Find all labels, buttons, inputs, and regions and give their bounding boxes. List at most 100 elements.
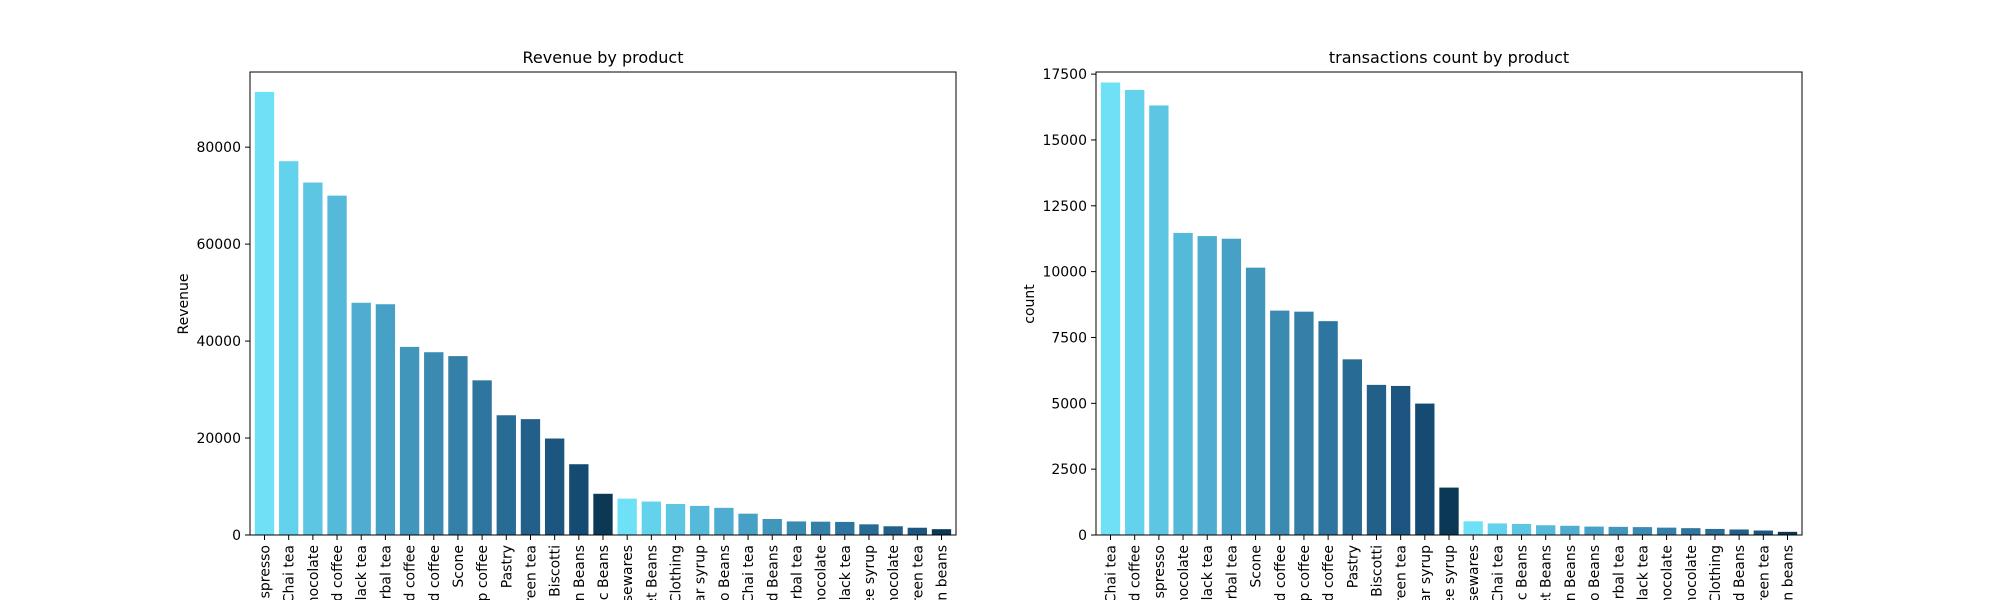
x-tick-label: et Beans [1539, 545, 1555, 600]
bar [1390, 385, 1411, 535]
x-tick-label: Scone [451, 545, 467, 588]
y-axis-label: Revenue [176, 274, 192, 335]
y-tick-label: 40000 [196, 334, 241, 350]
x-tick-label: nocolate [1660, 545, 1676, 600]
bar [279, 161, 299, 535]
y-tick-label: 12500 [1042, 199, 1087, 215]
x-tick-label: c Beans [1515, 545, 1531, 600]
x-tick-label: n Beans [572, 545, 588, 600]
y-tick-label: 0 [1078, 528, 1087, 544]
bar [1318, 321, 1338, 535]
x-tick-label: d coffee [1273, 545, 1289, 600]
x-tick-label: ar syrup [693, 545, 709, 600]
bar [714, 507, 734, 535]
x-tick-label: d coffee [1321, 545, 1337, 600]
bar [1366, 384, 1387, 535]
y-tick-label: 7500 [1051, 330, 1087, 346]
x-tick-label: rbal tea [789, 545, 805, 599]
bar [641, 501, 662, 535]
bar [375, 304, 396, 535]
bar [1729, 529, 1749, 535]
bar [1681, 528, 1701, 535]
x-tick-label: et Beans [644, 545, 660, 600]
bar [690, 505, 710, 535]
y-tick-label: 0 [232, 528, 241, 544]
bar-series [1100, 82, 1798, 536]
x-tick-label: Chai tea [741, 545, 757, 600]
x-tick-label: ee syrup [862, 545, 878, 600]
bar [1777, 531, 1798, 535]
bar [1753, 530, 1773, 535]
x-tick-label: lack tea [1635, 545, 1651, 600]
bar [1173, 232, 1193, 536]
x-tick-label: reen tea [523, 545, 539, 600]
x-axis: Chai tea d coffee spresso nocolate lack tea r… [1104, 535, 1796, 600]
plot-frame [249, 71, 957, 536]
x-tick-label: nocolate [1176, 545, 1192, 600]
bar [1656, 527, 1677, 535]
x-tick-label: nocolate [814, 545, 830, 600]
bar [1197, 236, 1217, 535]
bar [496, 415, 516, 535]
bar [1415, 403, 1435, 535]
bar [1511, 523, 1532, 535]
x-tick-label: d coffee [427, 545, 443, 600]
bar [1270, 310, 1290, 535]
y-tick-label: 17500 [1042, 67, 1087, 83]
x-tick-label: o Beans [1587, 545, 1603, 600]
bar [810, 521, 831, 535]
bar [424, 352, 444, 535]
bar [786, 521, 807, 535]
y-axis-label: count [1022, 284, 1038, 324]
bar [254, 91, 275, 535]
x-tick-label: Chai tea [282, 545, 298, 600]
y-axis: 0 2500 5000 7500 10000 12500 15000 17500 [1042, 67, 1096, 544]
bar [1294, 311, 1314, 535]
x-tick-label: n beans [1780, 545, 1796, 600]
bar [762, 519, 782, 535]
bar [1584, 526, 1604, 535]
bar [1100, 82, 1121, 535]
bar-series [254, 91, 952, 536]
bar [665, 503, 686, 535]
transactions-chart-panel: transactions count by product count 0 250… [1022, 48, 1803, 600]
x-tick-label: ee syrup [1442, 545, 1458, 600]
x-tick-label: rbal tea [1224, 545, 1240, 599]
x-tick-label: o Beans [717, 545, 733, 600]
x-tick-label: rbal tea [378, 545, 394, 599]
x-tick-label: d Beans [1732, 545, 1748, 600]
x-tick-label: p coffee [1297, 545, 1313, 600]
x-tick-label: lack tea [1200, 545, 1216, 600]
x-tick-label: sewares [620, 545, 636, 600]
bar [1560, 525, 1580, 535]
x-tick-label: p coffee [475, 545, 491, 600]
bar [907, 527, 927, 535]
y-tick-label: 20000 [196, 431, 241, 447]
x-tick-label: Pastry [499, 545, 515, 588]
x-tick-label: nocolate [1684, 545, 1700, 600]
y-tick-label: 2500 [1051, 462, 1087, 478]
plot-frame [1095, 71, 1803, 536]
bar [544, 438, 565, 535]
bar [569, 464, 589, 535]
bar [1463, 521, 1483, 535]
bar [617, 498, 637, 535]
x-tick-label: sewares [1466, 545, 1482, 600]
x-tick-label: reen tea [910, 545, 926, 600]
bar [327, 195, 347, 535]
x-tick-label: lack tea [354, 545, 370, 600]
x-tick-label: spresso [1152, 545, 1168, 598]
x-tick-label: n Beans [1563, 545, 1579, 600]
bar [448, 356, 468, 535]
x-tick-label: ar syrup [1418, 545, 1434, 600]
bar [859, 524, 879, 535]
y-tick-label: 15000 [1042, 133, 1087, 149]
x-tick-label: Biscotti [1369, 545, 1385, 597]
x-tick-label: reen tea [1394, 545, 1410, 600]
x-tick-label: d Beans [765, 545, 781, 600]
x-tick-label: Chai tea [1104, 545, 1120, 600]
x-tick-label: d coffee [403, 545, 419, 600]
chart-title: Revenue by product [522, 48, 683, 67]
